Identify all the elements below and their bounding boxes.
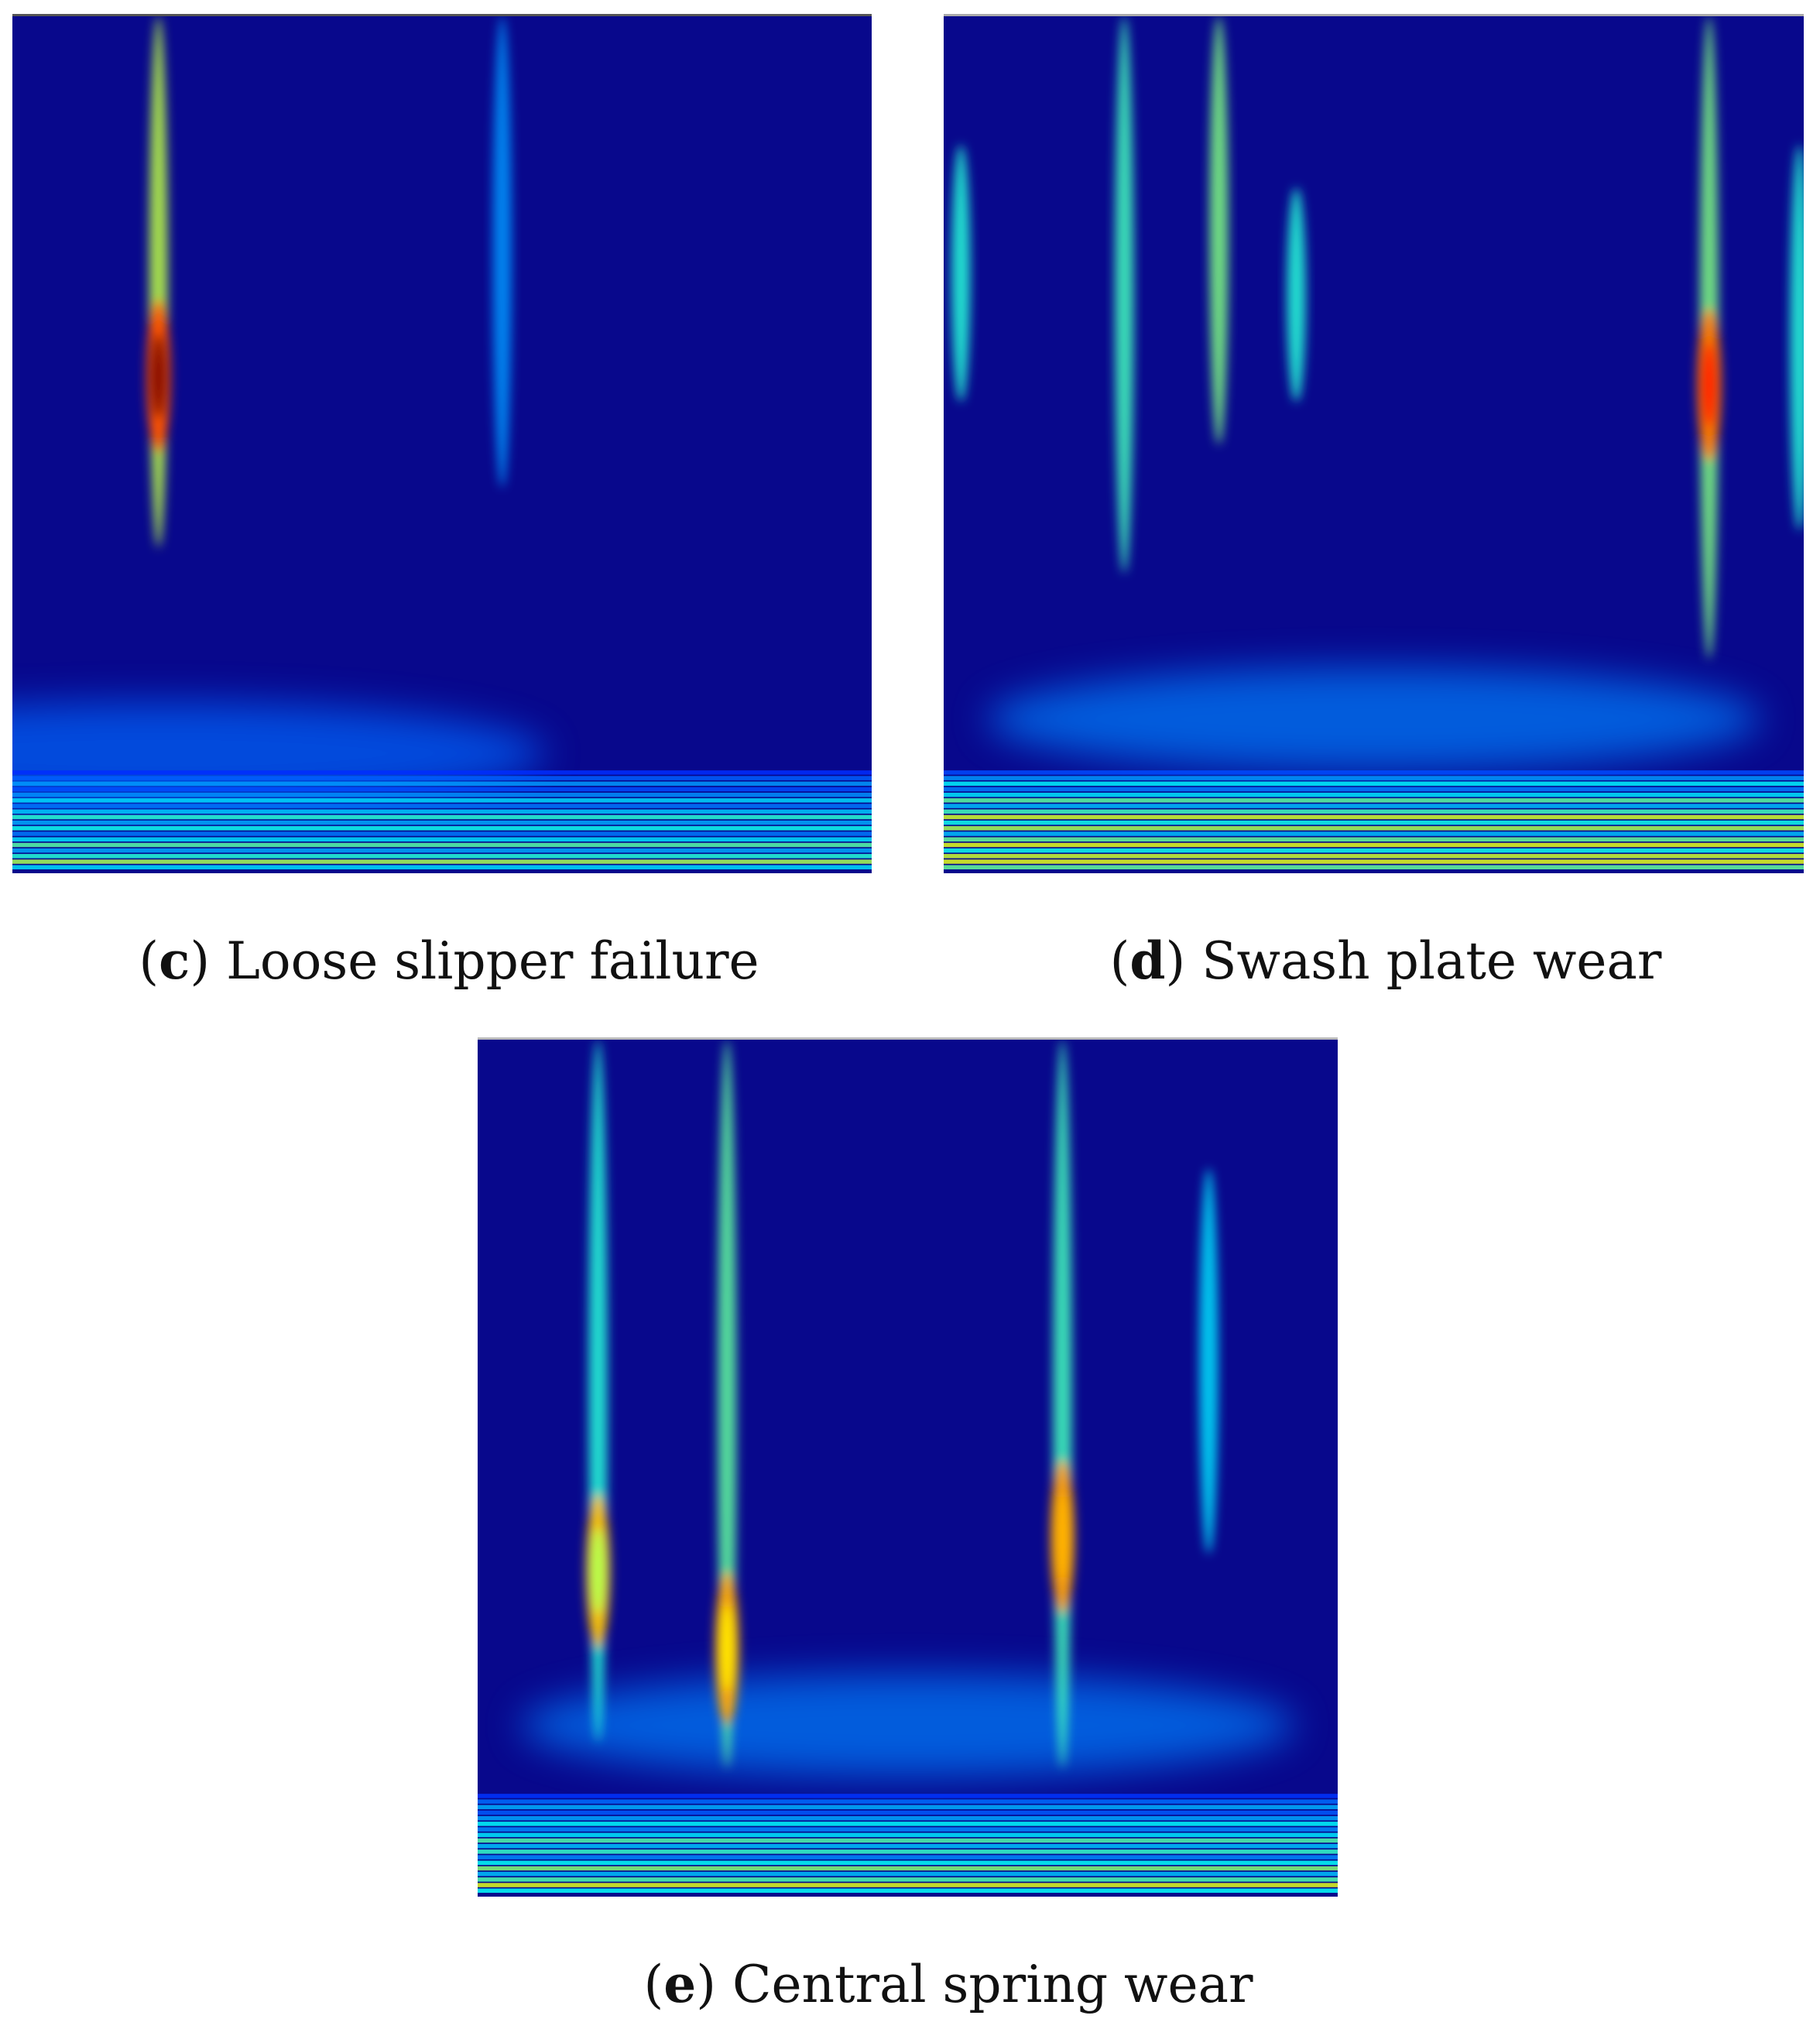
bottom-band-stripe-e [478,1871,1338,1877]
low-frequency-cloud-e [520,1674,1295,1777]
bottom-band-stripe-c [12,798,872,803]
caption-letter-d: d [1129,931,1166,991]
bottom-band-stripe-e [478,1866,1338,1871]
ridge-e-0 [585,1040,611,1743]
low-frequency-cloud-d [986,667,1761,771]
ridge-d-5 [1790,145,1804,531]
ridge-c-0 [146,16,171,548]
caption-letter-e: e [663,1954,697,2014]
bottom-band-stripe-c [12,770,872,775]
bottom-band-stripe-c [12,809,872,814]
ridge-body-e-2 [1053,1040,1072,1768]
bottom-band-stripe-d [944,837,1804,842]
heatmap-e [478,1040,1338,1897]
ridge-e-3 [1199,1168,1218,1554]
bottom-band-stripe-d [944,814,1804,820]
bottom-band-stripe-e [478,1855,1338,1859]
ridge-body-d-0 [951,145,971,403]
bottom-band-stripe-d [944,820,1804,825]
ridge-body-c-0 [149,16,168,548]
bottom-band-stripe-d [944,776,1804,780]
ridge-hot-core-e-2 [1054,1493,1071,1580]
caption-label-c: Loose slipper failure [226,931,759,991]
caption-letter-c: c [159,931,190,991]
ridge-hot-core-e-1 [719,1605,735,1692]
bottom-band-stripe-d [944,848,1804,853]
spectrogram-d [944,14,1804,873]
ridge-body-d-1 [1115,16,1134,574]
bottom-band-stripe-e [478,1799,1338,1804]
bottom-band-stripe-c [12,814,872,820]
bottom-band-stripe-c [12,859,872,864]
bottom-band-stripe-e [478,1888,1338,1894]
bottom-band-stripe-e [478,1822,1338,1826]
bottom-band-stripe-e [478,1860,1338,1866]
ridge-d-4 [1697,16,1722,660]
bottom-band-stripe-c [12,831,872,836]
bottom-band-stripe-c [12,842,872,848]
ridge-hot-core-d-4 [1701,341,1717,428]
bottom-band-stripe-c [12,820,872,825]
bottom-band-stripe-d [944,809,1804,814]
bottom-band-stripe-d [944,859,1804,864]
caption-label-e: Central spring wear [732,1955,1253,2014]
bottom-band-stripe-d [944,792,1804,797]
caption-c: (c) Loose slipper failure [139,931,759,991]
bottom-band-stripe-e [478,1832,1338,1838]
bottom-band-stripe-e [478,1810,1338,1815]
bottom-band-stripe-e [478,1827,1338,1832]
ridge-d-1 [1115,16,1134,574]
bottom-band-stripe-e [478,1877,1338,1882]
caption-label-d: Swash plate wear [1201,931,1662,991]
ridge-body-d-2 [1209,16,1229,445]
ridge-body-c-1 [492,16,512,488]
ridge-body-e-3 [1199,1168,1218,1554]
bottom-band-stripe-d [944,831,1804,836]
ridge-body-d-3 [1287,187,1306,403]
ridge-d-0 [951,145,971,403]
bottom-band-stripe-d [944,865,1804,870]
bottom-band-stripe-d [944,787,1804,792]
bottom-band-stripe-d [944,781,1804,787]
ridge-hot-core-c-0 [150,333,166,420]
bottom-band-stripe-e [478,1794,1338,1798]
bottom-band-stripe-e [478,1838,1338,1843]
ridge-d-2 [1209,16,1229,445]
bottom-band-stripe-c [12,792,872,797]
bottom-band-stripe-c [12,837,872,842]
bottom-band-stripe-d [944,842,1804,848]
heatmap-d [944,16,1804,873]
bottom-band-stripe-e [478,1815,1338,1821]
ridge-e-2 [1050,1040,1075,1768]
bottom-band-stripe-c [12,776,872,780]
bottom-band-stripe-c [12,826,872,831]
bottom-band-stripe-d [944,826,1804,831]
bottom-band-stripe-c [12,804,872,808]
spectrogram-c [12,14,872,873]
bottom-band-stripe-c [12,787,872,792]
bottom-band-stripe-c [12,865,872,870]
bottom-band-stripe-d [944,770,1804,775]
bottom-band-stripe-e [478,1805,1338,1810]
ridge-d-3 [1287,187,1306,403]
bottom-band-stripe-e [478,1883,1338,1887]
ridge-e-1 [715,1040,739,1768]
bottom-band-stripe-d [944,804,1804,808]
bottom-band-stripe-e [478,1843,1338,1849]
caption-e: (e) Central spring wear [643,1954,1253,2014]
spectrogram-e [478,1037,1338,1897]
bottom-band-stripe-e [478,1849,1338,1854]
ridge-body-d-5 [1790,145,1804,531]
bottom-band-stripe-d [944,854,1804,859]
bottom-band-stripe-c [12,848,872,853]
bottom-band-stripe-d [944,798,1804,803]
bottom-band-stripe-c [12,781,872,787]
heatmap-c [12,16,872,873]
bottom-band-stripe-c [12,854,872,859]
caption-d: (d) Swash plate wear [1109,931,1662,991]
ridge-c-1 [492,16,512,488]
ridge-hot-core-e-0 [590,1527,606,1614]
